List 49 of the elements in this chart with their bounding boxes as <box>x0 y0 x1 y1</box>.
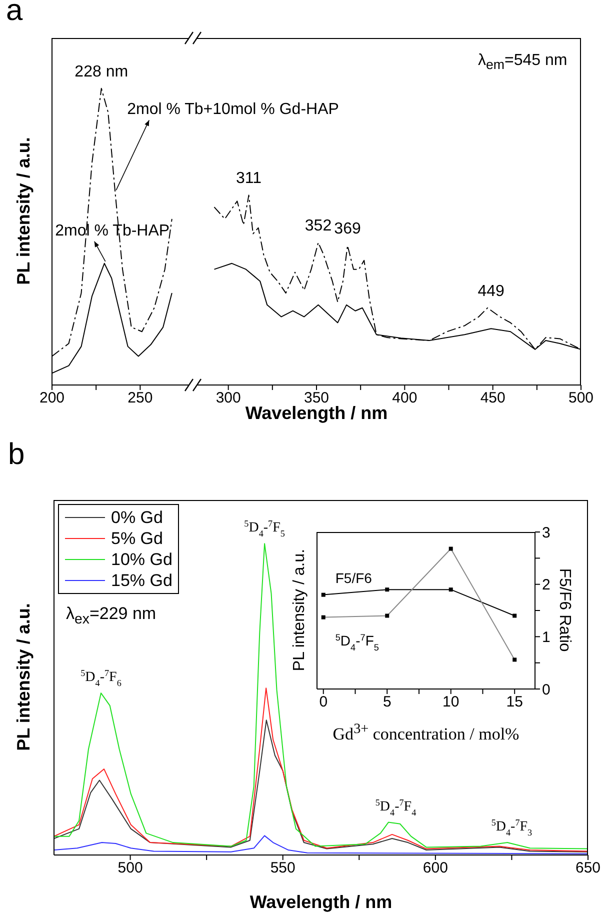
x-tick-label: 550 <box>270 860 296 877</box>
legend-label: 5% Gd <box>111 528 163 549</box>
x-tick-label: 0 <box>319 694 328 711</box>
x-tick-label: 400 <box>392 390 418 407</box>
text: a <box>6 0 23 28</box>
y2-tick-label: 2 <box>542 576 550 594</box>
x-tick-label: 500 <box>118 860 143 877</box>
x-tick-label: 650 <box>575 860 601 877</box>
annotation: $^{5}$D$_{4}$-$^{7}$F$_{4}$ <box>375 797 417 818</box>
legend-label: 10% Gd <box>111 549 172 570</box>
annotation: 449 <box>478 282 505 300</box>
x-tick-label: 300 <box>216 390 241 407</box>
x-tick-label: 200 <box>39 390 65 407</box>
annotation: λ$_{ex}$=229 nm <box>66 604 156 628</box>
x-tick-label: 5 <box>382 694 392 711</box>
x-axis-title: Wavelength / nm <box>248 892 394 913</box>
text: λ$_{em}$=545 nm <box>478 52 568 72</box>
text: b <box>8 438 25 472</box>
annotation: 228 nm <box>74 63 128 80</box>
series-label: 2mol % Tb+10mol % Gd-HAP <box>127 101 339 118</box>
annotation: $^{5}$D$_{4}$-$^{7}$F$_{5}$ <box>244 518 286 539</box>
x-tick-label: 15 <box>506 694 523 711</box>
point <box>321 592 326 597</box>
y2-tick-label: 3 <box>542 524 550 542</box>
x-axis-title: Gd$^{3+}$ concentration / mol% <box>332 721 520 745</box>
series-label: $^{5}$D$_{4}$-$^{7}$F$_{5}$ <box>335 632 379 652</box>
legend-label: 0% Gd <box>111 507 163 528</box>
annotation: $^{5}$D$_{4}$-$^{7}$F$_{6}$ <box>80 668 122 688</box>
x-tick-label: 10 <box>442 694 460 711</box>
y-axis-title: PL intensity / a.u. <box>291 548 309 672</box>
y-axis-title: PL intensity / a.u. <box>14 603 34 751</box>
point <box>448 588 453 592</box>
annotation: 352 <box>304 218 332 235</box>
annotation: $^{5}$D$_{4}$-$^{7}$F$_{3}$ <box>491 818 533 838</box>
annotation: 369 <box>334 220 361 238</box>
point <box>385 588 390 592</box>
y-axis-title: PL intensity / a.u. <box>14 137 34 285</box>
y2-tick-label: 1 <box>542 628 550 646</box>
x-tick-label: 450 <box>480 390 506 407</box>
x-tick-label: 500 <box>568 390 594 407</box>
x-tick-label: 600 <box>422 860 448 877</box>
series-label: F5/F6 <box>335 570 372 586</box>
y2-tick-label: 0 <box>542 681 550 698</box>
point <box>512 614 517 618</box>
legend-label: 15% Gd <box>111 570 172 591</box>
text: 2mol % Tb-HAP <box>55 222 170 240</box>
y2-axis-title: F5/F6 Ratio <box>555 568 573 652</box>
annotation: 311 <box>236 170 262 188</box>
x-tick-label: 250 <box>128 390 153 407</box>
